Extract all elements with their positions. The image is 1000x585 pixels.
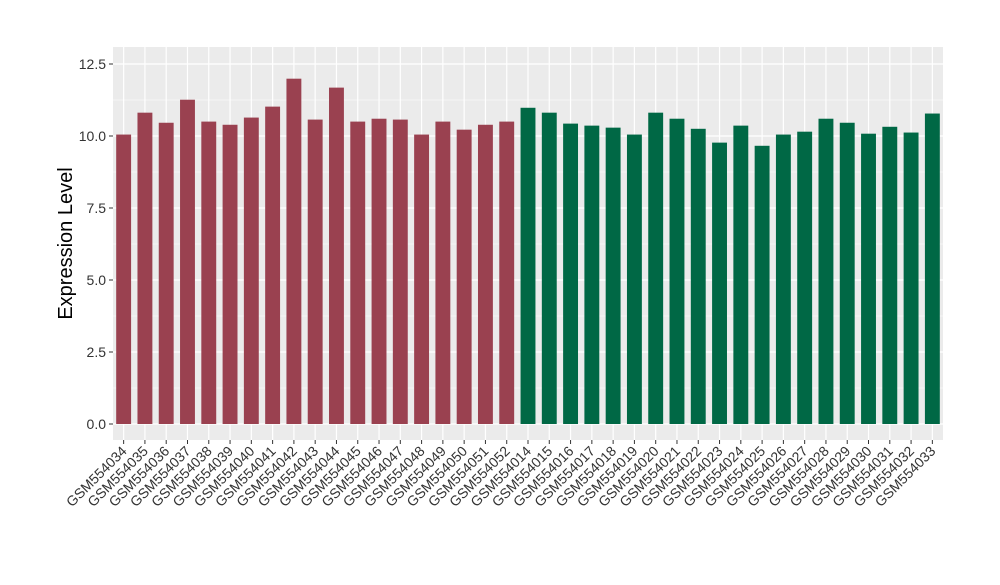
bar-GSM554034	[116, 134, 132, 424]
bar-GSM554015	[541, 112, 557, 424]
y-tick-label: 12.5	[79, 56, 106, 72]
bar-GSM554043	[307, 119, 323, 425]
bar-GSM554042	[286, 78, 302, 425]
bar-GSM554046	[371, 118, 387, 424]
bar-GSM554029	[839, 122, 855, 424]
bar-GSM554025	[754, 145, 770, 425]
bar-GSM554023	[712, 142, 727, 424]
bar-GSM554044	[329, 87, 344, 424]
bar-GSM554017	[584, 125, 600, 424]
y-tick-label: 0.0	[87, 416, 107, 432]
y-tick-label: 10.0	[79, 128, 106, 144]
bar-GSM554048	[414, 134, 430, 424]
bar-GSM554014	[520, 107, 536, 424]
bar-GSM554021	[669, 118, 685, 424]
y-tick-label: 2.5	[87, 344, 107, 360]
bar-GSM554037	[180, 99, 195, 424]
bar-GSM554031	[882, 126, 898, 424]
bar-GSM554030	[861, 133, 876, 425]
bar-GSM554032	[903, 132, 919, 424]
bar-GSM554047	[392, 119, 408, 425]
bar-GSM554028	[818, 118, 834, 424]
bar-GSM554039	[222, 124, 238, 424]
bar-GSM554035	[137, 112, 153, 424]
bar-GSM554024	[733, 125, 749, 424]
bar-GSM554040	[243, 117, 259, 425]
bar-GSM554033	[924, 113, 940, 424]
bar-GSM554050	[456, 129, 472, 424]
bar-GSM554019	[626, 134, 642, 424]
bar-GSM554045	[350, 121, 366, 424]
bar-GSM554018	[605, 127, 621, 424]
bar-GSM554036	[158, 122, 174, 424]
bar-GSM554026	[775, 134, 791, 424]
y-axis-title: Expression Level	[55, 167, 77, 319]
y-tick-label: 5.0	[87, 272, 107, 288]
bar-GSM554051	[477, 124, 493, 424]
bar-GSM554022	[690, 128, 706, 425]
bar-GSM554038	[201, 121, 217, 424]
bar-GSM554049	[435, 121, 451, 424]
bar-GSM554016	[563, 123, 579, 424]
bar-GSM554041	[265, 106, 281, 425]
bar-GSM554052	[499, 121, 515, 424]
bar-GSM554020	[648, 112, 664, 424]
bar-GSM554027	[797, 131, 813, 424]
y-tick-label: 7.5	[87, 200, 107, 216]
